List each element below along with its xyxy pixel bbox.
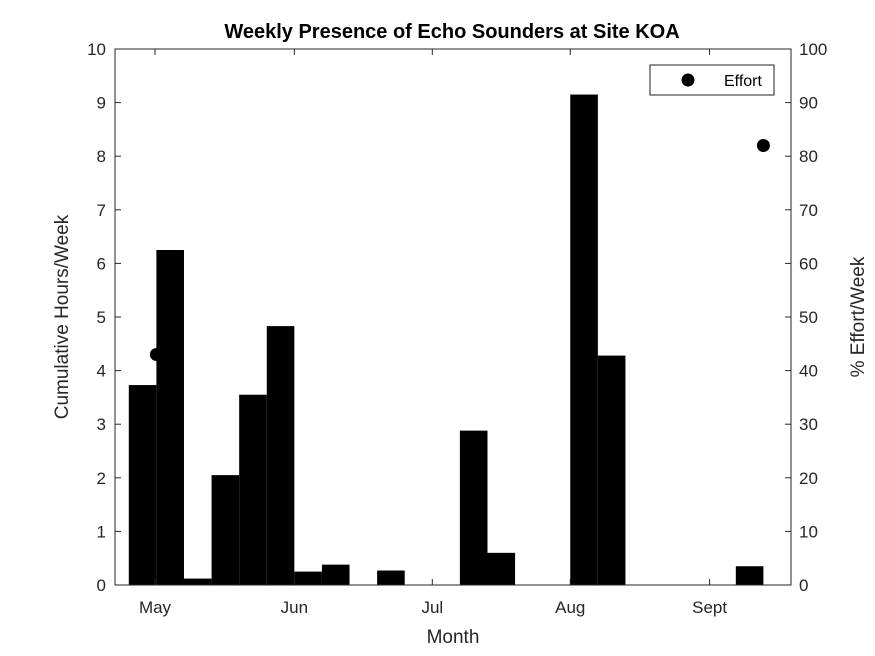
x-tick-label: Sept <box>692 598 727 617</box>
x-tick-label: Jul <box>421 598 443 617</box>
bar-week-7 <box>294 571 322 585</box>
y2-tick-label: 30 <box>799 415 818 434</box>
legend-marker-effort <box>681 73 695 87</box>
y-tick-label: 1 <box>97 522 106 541</box>
y2-tick-label: 100 <box>799 40 827 59</box>
bar-week-17 <box>570 94 598 585</box>
effort-point-1 <box>756 138 770 152</box>
right-axis: 0 10 20 30 40 50 60 70 80 90 100 <box>785 40 827 595</box>
legend-box <box>649 64 775 96</box>
bar-week-10 <box>377 570 405 585</box>
bar-week-14 <box>487 552 516 585</box>
y2-axis-label: % Effort/Week <box>848 256 869 377</box>
effort-points-layer <box>149 138 770 362</box>
y-tick-label: 5 <box>97 308 106 327</box>
bar-week-8 <box>321 564 350 585</box>
y-tick-label: 0 <box>97 576 106 595</box>
bar-week-5 <box>239 394 267 585</box>
bar-week-18 <box>597 355 626 585</box>
y-tick-label: 6 <box>97 254 106 273</box>
y2-tick-label: 90 <box>799 94 818 113</box>
y-tick-label: 8 <box>97 147 106 166</box>
y-tick-label: 2 <box>97 469 106 488</box>
bar-week-3 <box>183 578 212 585</box>
legend: Effort <box>649 64 775 96</box>
y2-tick-label: 0 <box>799 576 808 595</box>
bar-week-13 <box>459 430 488 585</box>
y-tick-label: 7 <box>97 201 106 220</box>
y-tick-label: 9 <box>97 94 106 113</box>
y-tick-label: 3 <box>97 415 106 434</box>
y-axis-label: Cumulative Hours/Week <box>52 214 73 419</box>
y2-tick-label: 80 <box>799 147 818 166</box>
y-tick-label: 10 <box>87 40 106 59</box>
y2-tick-label: 60 <box>799 254 818 273</box>
y-tick-label: 4 <box>97 362 106 381</box>
y2-tick-label: 20 <box>799 469 818 488</box>
x-tick-label: May <box>139 598 172 617</box>
bar-week-23 <box>735 566 764 585</box>
y2-tick-label: 70 <box>799 201 818 220</box>
bar-week-6 <box>266 326 295 585</box>
bar-week-4 <box>211 475 240 585</box>
x-axis-label: Month <box>427 627 480 648</box>
y2-tick-label: 10 <box>799 522 818 541</box>
x-tick-label: Aug <box>555 598 585 617</box>
y2-tick-label: 50 <box>799 308 818 327</box>
chart-title: Weekly Presence of Echo Sounders at Site… <box>224 21 679 43</box>
bottom-axis: May Jun Jul Aug Sept <box>139 49 727 617</box>
left-axis: 0 1 2 3 4 5 6 7 8 9 10 <box>87 40 121 595</box>
legend-label-effort: Effort <box>724 73 763 90</box>
x-tick-label: Jun <box>281 598 308 617</box>
bars-layer <box>128 94 764 585</box>
y2-tick-label: 40 <box>799 362 818 381</box>
bar-week-1 <box>128 385 157 585</box>
bar-week-2 <box>156 250 184 585</box>
effort-point-0 <box>149 348 163 362</box>
